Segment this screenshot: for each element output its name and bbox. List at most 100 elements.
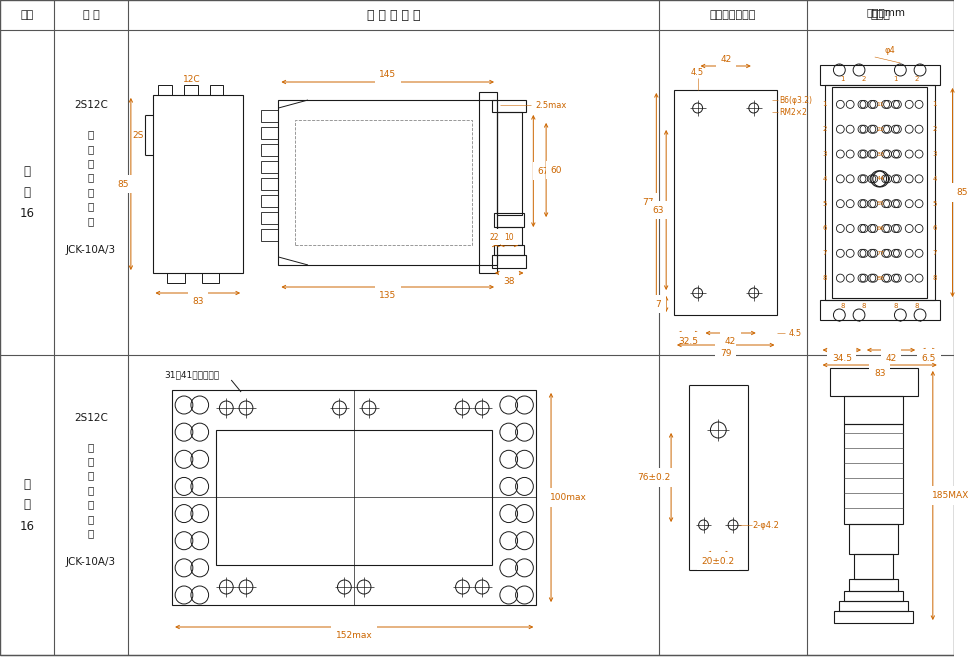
Text: 79: 79 bbox=[719, 349, 731, 357]
Text: 2: 2 bbox=[822, 126, 826, 132]
Text: 8: 8 bbox=[822, 275, 826, 281]
Text: 2S: 2S bbox=[132, 130, 143, 140]
Text: 2: 2 bbox=[931, 126, 936, 132]
Text: 83: 83 bbox=[192, 296, 203, 306]
Text: 44: 44 bbox=[876, 177, 884, 181]
Bar bbox=[493, 213, 524, 227]
Text: 85: 85 bbox=[117, 179, 129, 189]
Bar bbox=[261, 127, 278, 139]
Bar bbox=[172, 390, 536, 605]
Bar bbox=[843, 396, 902, 424]
Text: 结 构: 结 构 bbox=[82, 10, 99, 20]
Text: 8: 8 bbox=[931, 275, 936, 281]
Text: 77: 77 bbox=[876, 251, 884, 256]
Text: 12C: 12C bbox=[183, 74, 201, 84]
Bar bbox=[828, 368, 917, 396]
Text: 11: 11 bbox=[876, 102, 884, 107]
Text: 20±0.2: 20±0.2 bbox=[701, 557, 735, 565]
Text: 135: 135 bbox=[379, 290, 396, 300]
Text: 附
图
16: 附 图 16 bbox=[19, 478, 35, 533]
Text: 6: 6 bbox=[822, 225, 826, 231]
Text: 42: 42 bbox=[885, 353, 895, 363]
Text: 8: 8 bbox=[892, 303, 896, 309]
Text: 4.5: 4.5 bbox=[690, 68, 703, 76]
Bar bbox=[819, 300, 939, 320]
Bar bbox=[833, 611, 912, 623]
Text: 42: 42 bbox=[724, 337, 735, 345]
Bar bbox=[209, 85, 223, 95]
Bar bbox=[261, 178, 278, 190]
Text: 32.5: 32.5 bbox=[677, 337, 698, 345]
Text: 外 形 尺 寸 图: 外 形 尺 寸 图 bbox=[366, 9, 420, 21]
Text: 单位：mm: 单位：mm bbox=[865, 7, 904, 17]
Text: 2S12C

凸
出
式
板
后
接
线

JCK-10A/3: 2S12C 凸 出 式 板 后 接 线 JCK-10A/3 bbox=[66, 100, 116, 254]
Bar bbox=[184, 85, 198, 95]
Text: 2-φ4.2: 2-φ4.2 bbox=[752, 520, 779, 529]
Text: 100max: 100max bbox=[549, 493, 586, 502]
Text: 63: 63 bbox=[652, 205, 664, 215]
Text: 42: 42 bbox=[719, 54, 731, 64]
Text: 4.5: 4.5 bbox=[788, 328, 800, 337]
Text: 67: 67 bbox=[537, 167, 548, 175]
Bar bbox=[261, 144, 278, 156]
Bar bbox=[824, 85, 934, 300]
Text: 55: 55 bbox=[876, 201, 884, 206]
Bar bbox=[278, 100, 496, 265]
Text: 88: 88 bbox=[876, 276, 884, 280]
Text: 8: 8 bbox=[860, 303, 865, 309]
Text: 77: 77 bbox=[642, 198, 653, 207]
Bar bbox=[479, 92, 496, 273]
Text: 33: 33 bbox=[876, 151, 884, 157]
Text: 22: 22 bbox=[876, 126, 884, 132]
Text: 185MAX: 185MAX bbox=[931, 491, 968, 500]
Text: 4: 4 bbox=[931, 176, 936, 182]
Text: 2S12C

凸
出
式
板
前
接
线

JCK-10A/3: 2S12C 凸 出 式 板 前 接 线 JCK-10A/3 bbox=[66, 413, 116, 567]
Text: 1: 1 bbox=[931, 102, 936, 108]
Text: 5: 5 bbox=[822, 201, 826, 207]
Text: 8: 8 bbox=[839, 303, 844, 309]
Bar bbox=[496, 227, 521, 245]
Bar bbox=[202, 273, 219, 283]
Bar bbox=[848, 579, 897, 591]
Text: 安装开孔尺寸图: 安装开孔尺寸图 bbox=[709, 10, 756, 20]
Bar bbox=[848, 524, 897, 554]
Text: 10: 10 bbox=[504, 233, 514, 242]
Bar bbox=[152, 95, 243, 273]
Bar bbox=[493, 245, 524, 255]
Text: 3: 3 bbox=[931, 151, 936, 157]
Bar bbox=[261, 195, 278, 207]
Text: 7: 7 bbox=[822, 250, 826, 256]
Text: B6(φ3.2): B6(φ3.2) bbox=[778, 96, 811, 104]
Text: 7: 7 bbox=[931, 250, 936, 256]
Text: 76±0.2: 76±0.2 bbox=[636, 473, 670, 482]
Bar bbox=[167, 273, 185, 283]
Bar bbox=[838, 601, 907, 611]
Text: 2: 2 bbox=[914, 76, 919, 82]
Bar bbox=[261, 229, 278, 241]
Text: 端子图: 端子图 bbox=[870, 10, 890, 20]
Bar bbox=[491, 255, 526, 268]
Text: 7: 7 bbox=[655, 300, 661, 308]
Text: 8: 8 bbox=[914, 303, 919, 309]
Bar bbox=[295, 120, 472, 245]
Bar bbox=[261, 212, 278, 224]
Text: 3: 3 bbox=[822, 151, 826, 157]
Text: 38: 38 bbox=[503, 276, 515, 286]
Bar bbox=[491, 100, 526, 112]
Bar bbox=[261, 161, 278, 173]
Text: 6.5: 6.5 bbox=[921, 353, 935, 363]
Text: φ4: φ4 bbox=[884, 45, 894, 54]
Text: 6: 6 bbox=[931, 225, 936, 231]
Text: 152max: 152max bbox=[335, 630, 372, 640]
Text: 66: 66 bbox=[876, 226, 884, 231]
Text: 附
图
16: 附 图 16 bbox=[19, 165, 35, 220]
Text: 2.5max: 2.5max bbox=[535, 100, 566, 110]
Text: 5: 5 bbox=[931, 201, 936, 207]
Text: 85: 85 bbox=[955, 188, 967, 197]
Text: 34.5: 34.5 bbox=[831, 353, 851, 363]
Text: 1: 1 bbox=[822, 102, 826, 108]
Bar bbox=[854, 554, 892, 579]
Bar bbox=[496, 112, 521, 215]
Text: 31、41为电流端子: 31、41为电流端子 bbox=[164, 371, 219, 379]
Text: 145: 145 bbox=[379, 70, 396, 78]
